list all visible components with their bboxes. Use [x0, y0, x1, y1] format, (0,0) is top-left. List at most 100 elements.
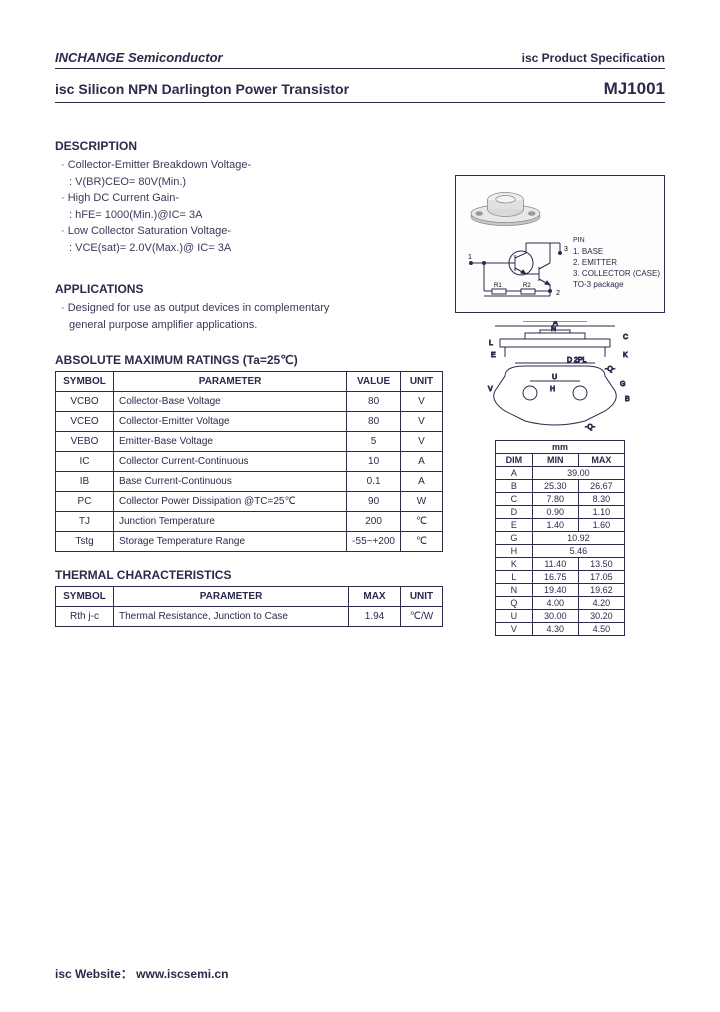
cell-unit: A	[401, 452, 443, 472]
description-heading: DESCRIPTION	[55, 139, 443, 153]
cell-value: 80	[347, 392, 401, 412]
svg-text:3: 3	[564, 246, 568, 253]
cell-value: 80	[347, 412, 401, 432]
svg-text:R1: R1	[494, 283, 502, 289]
cell-min: 7.80	[532, 493, 578, 506]
left-column: DESCRIPTION · Collector-Emitter Breakdow…	[55, 125, 443, 636]
right-column: 1 2 3 R1 R2 PIN 1. BASE 2. EMITTER 3. CO…	[455, 125, 665, 636]
part-number: MJ1001	[604, 79, 665, 99]
table-row: TstgStorage Temperature Range-55~+200℃	[56, 532, 443, 552]
footer-url: www.iscsemi.cn	[136, 967, 228, 981]
cell-max: 13.50	[578, 558, 624, 571]
cell-param: Base Current-Continuous	[114, 472, 347, 492]
table-row: C7.808.30	[496, 493, 625, 506]
cell-unit: A	[401, 472, 443, 492]
col-symbol: SYMBOL	[56, 587, 114, 607]
cell-max: 26.67	[578, 480, 624, 493]
package-schematic-box: 1 2 3 R1 R2 PIN 1. BASE 2. EMITTER 3. CO…	[455, 175, 665, 313]
desc-line: : hFE= 1000(Min.)@IC= 3A	[61, 207, 443, 224]
col-max: MAX	[349, 587, 401, 607]
pin-label: 2. EMITTER	[573, 257, 660, 268]
svg-text:U: U	[552, 374, 557, 381]
cell-dim: K	[496, 558, 533, 571]
desc-line: · Collector-Emitter Breakdown Voltage-	[61, 157, 443, 174]
cell-unit: ℃	[401, 512, 443, 532]
cell-max: 1.60	[578, 519, 624, 532]
cell-dim: C	[496, 493, 533, 506]
cell-dim: H	[496, 545, 533, 558]
cell-param: Thermal Resistance, Junction to Case	[114, 607, 349, 627]
app-line: · Designed for use as output devices in …	[61, 300, 443, 317]
cell-value: 5	[347, 432, 401, 452]
footer: isc Website： www.iscsemi.cn	[55, 965, 228, 982]
cell-param: Emitter-Base Voltage	[114, 432, 347, 452]
cell-dim: A	[496, 467, 533, 480]
table-row: VCBOCollector-Base Voltage80V	[56, 392, 443, 412]
company-name: INCHANGE Semiconductor	[55, 50, 223, 65]
svg-text:C: C	[623, 334, 628, 341]
cell-val: 39.00	[532, 467, 624, 480]
applications-heading: APPLICATIONS	[55, 282, 443, 296]
cell-min: 19.40	[532, 584, 578, 597]
col-min: MIN	[532, 454, 578, 467]
svg-text:K: K	[623, 352, 628, 359]
table-row: Rth j-cThermal Resistance, Junction to C…	[56, 607, 443, 627]
svg-text:D 2PL: D 2PL	[567, 357, 587, 364]
desc-line: : VCE(sat)= 2.0V(Max.)@ IC= 3A	[61, 240, 443, 257]
table-row: TJJunction Temperature200℃	[56, 512, 443, 532]
desc-line: · High DC Current Gain-	[61, 190, 443, 207]
col-unit: UNIT	[401, 372, 443, 392]
cell-min: 4.00	[532, 597, 578, 610]
table-row: E1.401.60	[496, 519, 625, 532]
page-header: INCHANGE Semiconductor isc Product Speci…	[55, 50, 665, 69]
pin-label: 3. COLLECTOR (CASE)	[573, 268, 660, 279]
table-header-row: SYMBOL PARAMETER MAX UNIT	[56, 587, 443, 607]
cell-max: 8.30	[578, 493, 624, 506]
table-row: PCCollector Power Dissipation @TC=25℃90W	[56, 492, 443, 512]
cell-min: 1.40	[532, 519, 578, 532]
desc-line: : V(BR)CEO= 80V(Min.)	[61, 174, 443, 191]
cell-unit: V	[401, 432, 443, 452]
dim-unit: mm	[496, 441, 625, 454]
table-row: ICCollector Current-Continuous10A	[56, 452, 443, 472]
title-row: isc Silicon NPN Darlington Power Transis…	[55, 69, 665, 103]
dimensions-table: mm DIM MIN MAX A39.00B25.3026.67C7.808.3…	[495, 440, 625, 636]
cell-dim: L	[496, 571, 533, 584]
cell-min: 16.75	[532, 571, 578, 584]
table-row: V4.304.50	[496, 623, 625, 636]
table-row: K11.4013.50	[496, 558, 625, 571]
product-title: isc Silicon NPN Darlington Power Transis…	[55, 81, 349, 97]
table-row: B25.3026.67	[496, 480, 625, 493]
cell-unit: ℃/W	[401, 607, 443, 627]
col-dim: DIM	[496, 454, 533, 467]
table-header-row: SYMBOL PARAMETER VALUE UNIT	[56, 372, 443, 392]
cell-dim: U	[496, 610, 533, 623]
pinout-head: PIN	[573, 236, 660, 246]
cell-value: 0.1	[347, 472, 401, 492]
cell-dim: N	[496, 584, 533, 597]
cell-value: 200	[347, 512, 401, 532]
cell-dim: V	[496, 623, 533, 636]
table-row: D0.901.10	[496, 506, 625, 519]
table-row: N19.4019.62	[496, 584, 625, 597]
cell-unit: V	[401, 412, 443, 432]
cell-min: 30.00	[532, 610, 578, 623]
amr-table: SYMBOL PARAMETER VALUE UNIT VCBOCollecto…	[55, 371, 443, 552]
table-row: H5.46	[496, 545, 625, 558]
col-unit: UNIT	[401, 587, 443, 607]
cell-dim: E	[496, 519, 533, 532]
table-row: L16.7517.05	[496, 571, 625, 584]
thermal-heading: THERMAL CHARACTERISTICS	[55, 568, 443, 582]
cell-max: 4.20	[578, 597, 624, 610]
main-layout: DESCRIPTION · Collector-Emitter Breakdow…	[55, 125, 665, 636]
outline-icon: A N LE CK D 2PL U V GB -Q--Q- H	[455, 321, 665, 436]
table-row: U30.0030.20	[496, 610, 625, 623]
svg-text:G: G	[620, 381, 625, 388]
cell-max: 1.10	[578, 506, 624, 519]
package-photo-icon	[468, 184, 543, 234]
cell-symbol: VCBO	[56, 392, 114, 412]
cell-symbol: IC	[56, 452, 114, 472]
thermal-table: SYMBOL PARAMETER MAX UNIT Rth j-cThermal…	[55, 586, 443, 627]
cell-min: 25.30	[532, 480, 578, 493]
cell-symbol: TJ	[56, 512, 114, 532]
